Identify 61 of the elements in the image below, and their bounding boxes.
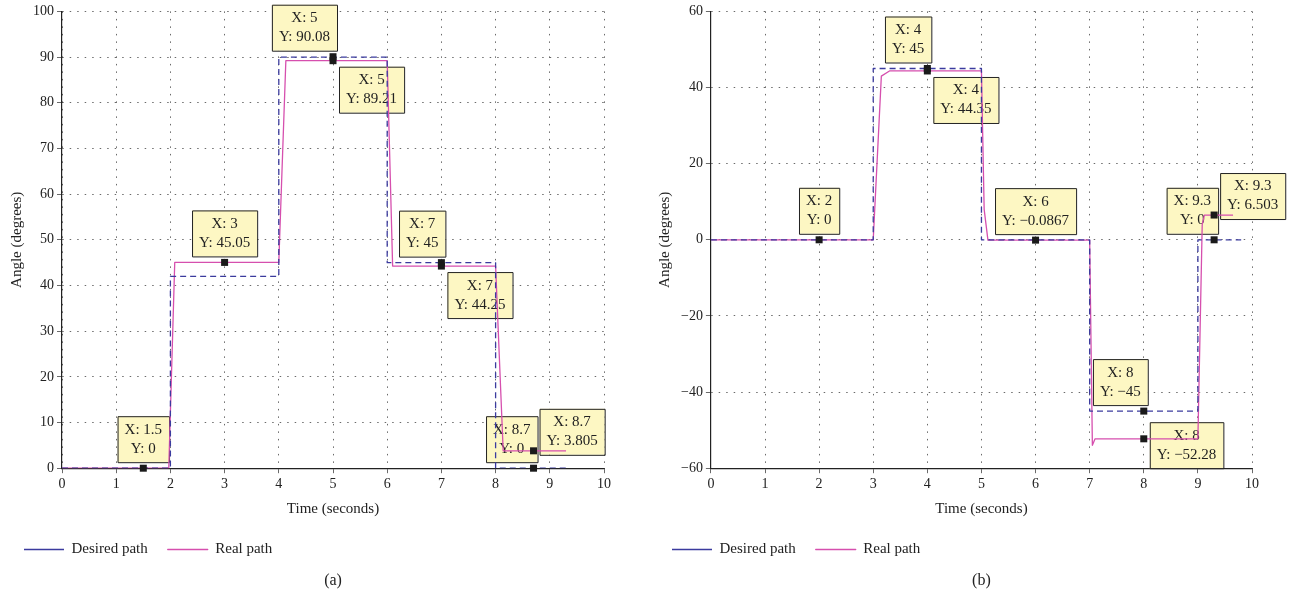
annotation: X: 8 Y: −45 [1099,363,1141,399]
y-tick-label: 0 [47,459,54,475]
x-tick-label: 10 [1245,476,1259,492]
text: (a) [324,571,342,589]
x-tick-label: 4 [923,476,931,492]
legend-label: Real path [215,540,273,557]
annotation: X: 4 Y: 45 [891,20,925,56]
x-tick-label: 9 [1194,476,1202,492]
x-tick-label: 7 [437,476,445,492]
annotation: X: 7 Y: 44.25 [454,276,506,312]
annotation: X: 5 Y: 90.08 [278,9,330,45]
y-tick-label: 40 [40,277,54,293]
annotation: X: 6 Y: −0.0867 [1002,192,1070,228]
x-tick-label: 2 [166,476,174,492]
y-tick-label: 20 [40,368,54,384]
annotation: X: 2 Y: 0 [805,192,833,228]
annotation: X: 7 Y: 45 [406,215,439,251]
y-tick-label: 90 [40,48,54,64]
y-tick-label: −40 [680,383,703,399]
x-tick-label: 7 [1086,476,1094,492]
x-tick-label: 5 [329,476,337,492]
y-tick-label: 30 [40,322,54,338]
x-tick-label: 0 [58,476,66,492]
y-tick-label: 60 [688,3,703,19]
x-tick-label: 9 [546,476,554,492]
y-tick-label: 100 [33,3,54,19]
text: (b) [972,571,991,589]
y-tick-label: 40 [688,79,703,95]
y-tick-label: −20 [680,307,703,323]
y-axis-title: Angle (degrees) [7,191,25,288]
x-tick-label: 3 [221,476,229,492]
y-tick-label: 80 [40,94,54,110]
y-tick-label: 20 [688,155,703,171]
legend-label: Desired path [71,540,149,557]
y-tick-label: 60 [40,185,54,201]
x-tick-label: 2 [815,476,823,492]
annotation: X: 8.7 Y: 3.805 [546,413,598,449]
y-tick-label: 0 [695,231,703,247]
annotation: X: 1.5 Y: 0 [124,420,163,456]
annotation: X: 9.3 Y: 6.503 [1227,177,1279,213]
x-tick-label: 6 [1032,476,1040,492]
x-tick-label: 6 [383,476,391,492]
legend-label: Real path [863,540,921,557]
y-tick-label: 10 [40,414,54,430]
x-tick-label: 8 [492,476,500,492]
x-tick-label: 1 [761,476,769,492]
x-tick-label: 5 [977,476,985,492]
x-axis-title: Time (seconds) [286,499,380,517]
x-tick-label: 3 [869,476,877,492]
x-axis-title: Time (seconds) [935,499,1028,517]
y-tick-label: 70 [40,140,54,156]
x-tick-label: 8 [1140,476,1148,492]
y-axis-title: Angle (degrees) [655,191,673,288]
y-tick-label: 50 [40,231,54,247]
x-tick-label: 4 [275,476,283,492]
x-tick-label: 1 [112,476,120,492]
annotation: X: 3 Y: 45.05 [199,214,251,250]
legend-label: Desired path [719,540,797,557]
x-tick-label: 0 [707,476,715,492]
x-tick-label: 10 [597,476,611,492]
y-tick-label: −60 [680,459,703,475]
